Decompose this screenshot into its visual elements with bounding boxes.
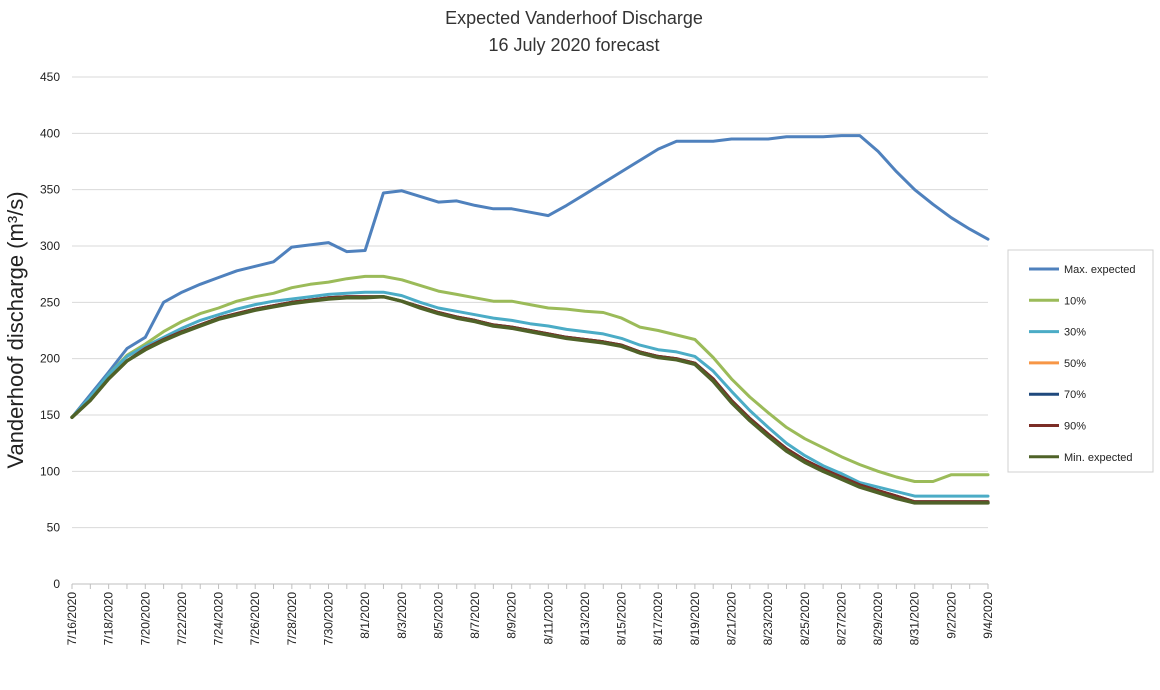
y-tick-label: 350 <box>40 183 60 197</box>
x-tick-label: 8/27/2020 <box>834 592 848 646</box>
y-tick-label: 50 <box>47 521 61 535</box>
x-tick-label: 7/22/2020 <box>175 592 189 646</box>
y-tick-label: 150 <box>40 408 60 422</box>
legend-entry: 90% <box>1064 421 1086 433</box>
x-tick-label: 8/1/2020 <box>358 592 372 639</box>
x-tick-label: 7/20/2020 <box>138 592 152 646</box>
legend: Max. expected 10% 30% 50% 70% 90% Min. expecte… <box>1007 249 1154 473</box>
x-tick-label: 8/17/2020 <box>651 592 665 646</box>
legend-entry: 10% <box>1064 295 1086 307</box>
x-tick-label: 7/16/2020 <box>65 592 79 646</box>
x-tick-label: 8/19/2020 <box>688 592 702 646</box>
x-tick-label: 9/2/2020 <box>944 592 958 639</box>
gridlines <box>72 76 988 585</box>
y-tick-label: 400 <box>40 126 60 140</box>
series-lines <box>70 134 990 505</box>
x-tick-label: 8/5/2020 <box>431 592 445 639</box>
x-tick-label: 8/3/2020 <box>395 592 409 639</box>
x-tick-label: 8/11/2020 <box>541 592 555 645</box>
legend-entry: Min. expected <box>1064 452 1132 464</box>
x-tick-label: 8/31/2020 <box>908 592 922 646</box>
y-axis-label: Vanderhoof discharge (m³/s) <box>3 191 28 468</box>
x-tick-label: 7/24/2020 <box>212 592 226 646</box>
chart-title: Expected Vanderhoof Discharge <box>445 8 703 28</box>
x-tick-label: 8/15/2020 <box>615 592 629 646</box>
x-tick-label: 7/18/2020 <box>102 592 116 646</box>
series-line-30 <box>70 290 990 498</box>
x-tick-label: 8/9/2020 <box>505 592 519 639</box>
x-tick-label: 8/21/2020 <box>725 592 739 646</box>
x-tick-label: 8/29/2020 <box>871 592 885 646</box>
x-tick-label: 8/13/2020 <box>578 592 592 646</box>
series-line-10 <box>70 274 990 483</box>
legend-entry: 30% <box>1064 327 1086 339</box>
x-tick-label: 8/23/2020 <box>761 592 775 646</box>
x-tick-label: 9/4/2020 <box>981 592 995 639</box>
y-tick-label: 100 <box>40 464 60 478</box>
y-tick-label: 200 <box>40 352 60 366</box>
x-tick-label: 7/28/2020 <box>285 592 299 646</box>
legend-box <box>1007 249 1154 473</box>
series-line-max-expected <box>70 134 990 419</box>
x-tick-label: 8/7/2020 <box>468 592 482 639</box>
y-axis-ticks: 0 50 100 150 200 250 300 350 400 450 <box>40 70 60 591</box>
x-tick-label: 7/26/2020 <box>248 592 262 646</box>
chart-subtitle: 16 July 2020 forecast <box>488 35 659 55</box>
x-tick-label: 7/30/2020 <box>321 592 335 646</box>
legend-entry: Max. expected <box>1064 264 1136 276</box>
x-axis-ticks: 7/16/2020 7/18/2020 7/20/2020 7/22/2020 7/24… <box>65 584 995 645</box>
x-tick-label: 8/25/2020 <box>798 592 812 646</box>
legend-entry: 50% <box>1064 358 1086 370</box>
y-tick-label: 0 <box>53 577 60 591</box>
y-tick-label: 250 <box>40 295 60 309</box>
legend-entry: 70% <box>1064 389 1086 401</box>
y-tick-label: 450 <box>40 70 60 84</box>
y-tick-label: 300 <box>40 239 60 253</box>
series-line-min-expected <box>70 294 990 505</box>
